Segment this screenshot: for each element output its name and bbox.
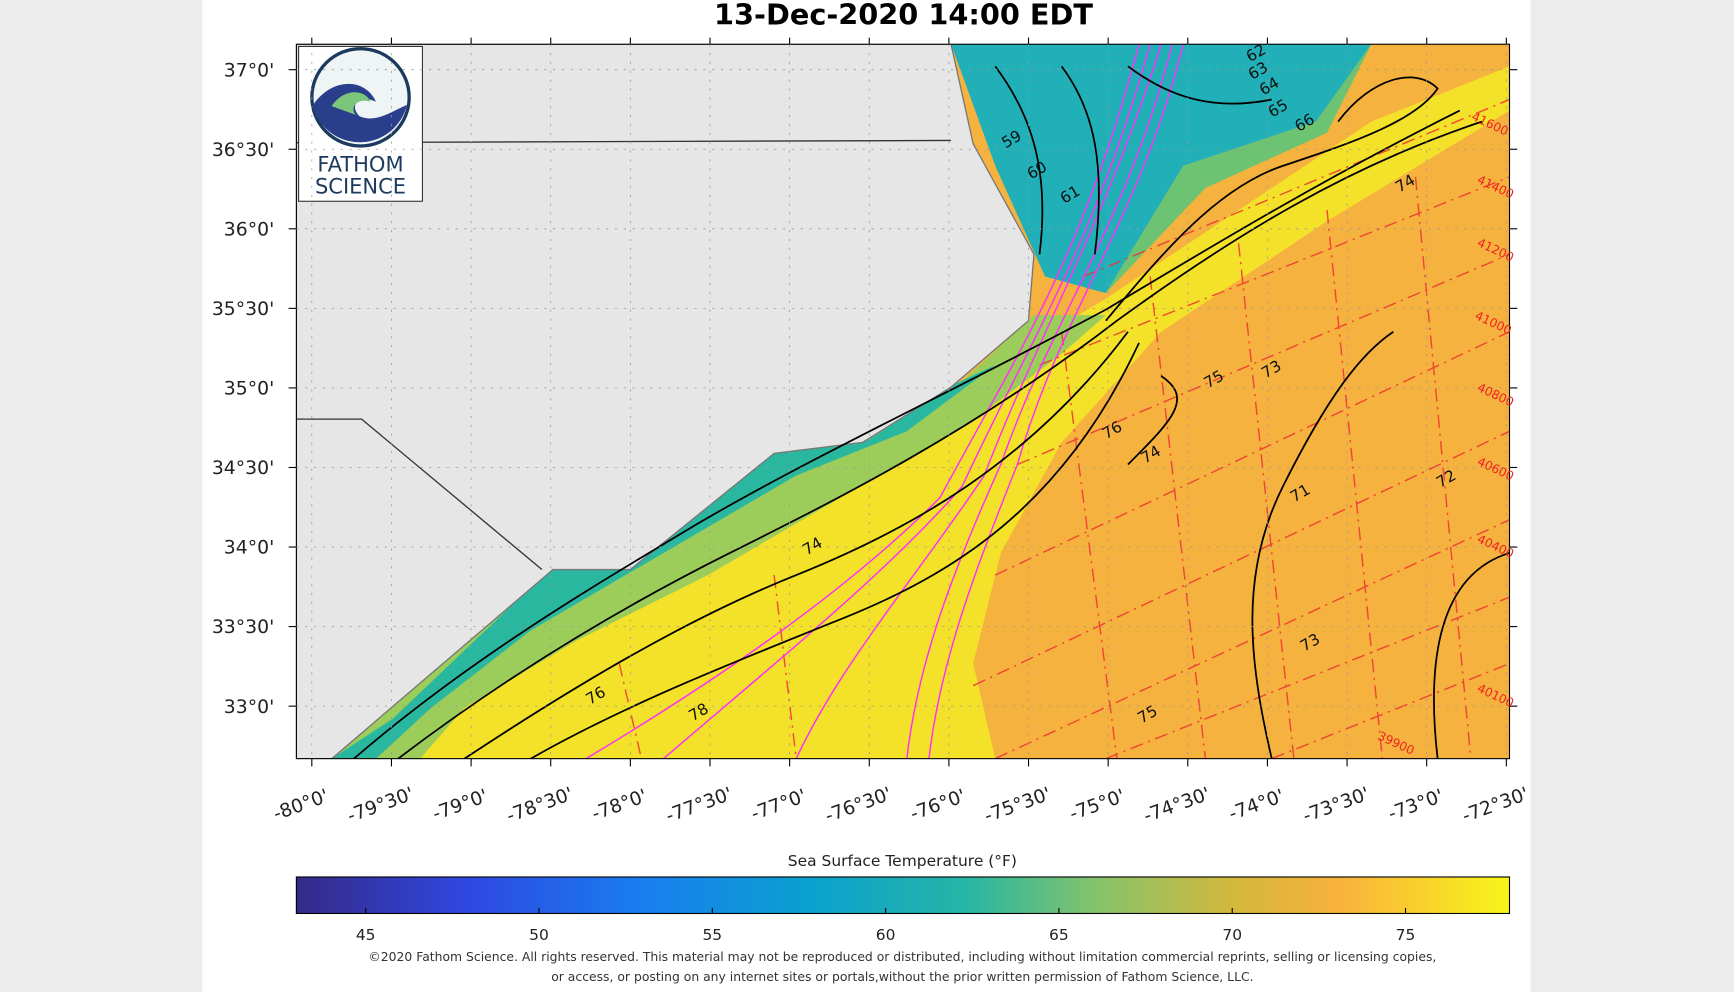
copyright: or access, or posting on any internet si… xyxy=(551,970,1253,984)
copyright: ©2020 Fathom Science. All rights reserve… xyxy=(368,950,1436,964)
map-title: 13-Dec-2020 14:00 EDT xyxy=(714,0,1093,31)
ocean-north-green xyxy=(1105,44,1372,294)
y-tick-label: 34°0' xyxy=(224,538,274,559)
map-area xyxy=(296,44,1510,759)
colorbar-tick-label: 60 xyxy=(876,926,896,944)
map-frame xyxy=(295,43,1511,760)
colorbar-tick-label: 55 xyxy=(702,926,722,944)
colorbar-label: Sea Surface Temperature (°F) xyxy=(788,852,1017,870)
logo-wave xyxy=(312,83,407,143)
state-border xyxy=(296,418,543,571)
land xyxy=(296,44,1035,759)
isotherm-contours xyxy=(353,65,1510,759)
y-tick-label: 36°30' xyxy=(212,140,274,161)
logo xyxy=(298,45,423,202)
logo-wave-crest xyxy=(331,92,371,116)
y-tick-label: 33°30' xyxy=(212,617,274,638)
y-tick-label: 33°0' xyxy=(224,697,274,718)
y-tick-label: 36°0' xyxy=(224,219,274,240)
y-tick-label: 35°30' xyxy=(212,299,274,320)
logo-text: FATHOM xyxy=(317,151,403,176)
ocean-north xyxy=(951,44,1372,294)
y-tick-label: 35°0' xyxy=(224,379,274,400)
colorbar-tick-label: 45 xyxy=(356,926,376,944)
y-tick-label: 37°0' xyxy=(224,60,274,81)
colorbar-tick-label: 70 xyxy=(1222,926,1242,944)
colorbar-tick-label: 65 xyxy=(1049,926,1069,944)
logo-text: SCIENCE xyxy=(315,174,406,199)
navigation-grid xyxy=(618,98,1510,759)
ocean-coastal-teal xyxy=(331,364,996,759)
colorbar-tick-label: 75 xyxy=(1396,926,1416,944)
colorbar xyxy=(295,876,1511,915)
y-tick-label: 34°30' xyxy=(212,458,274,479)
colorbar-tick-label: 50 xyxy=(529,926,549,944)
